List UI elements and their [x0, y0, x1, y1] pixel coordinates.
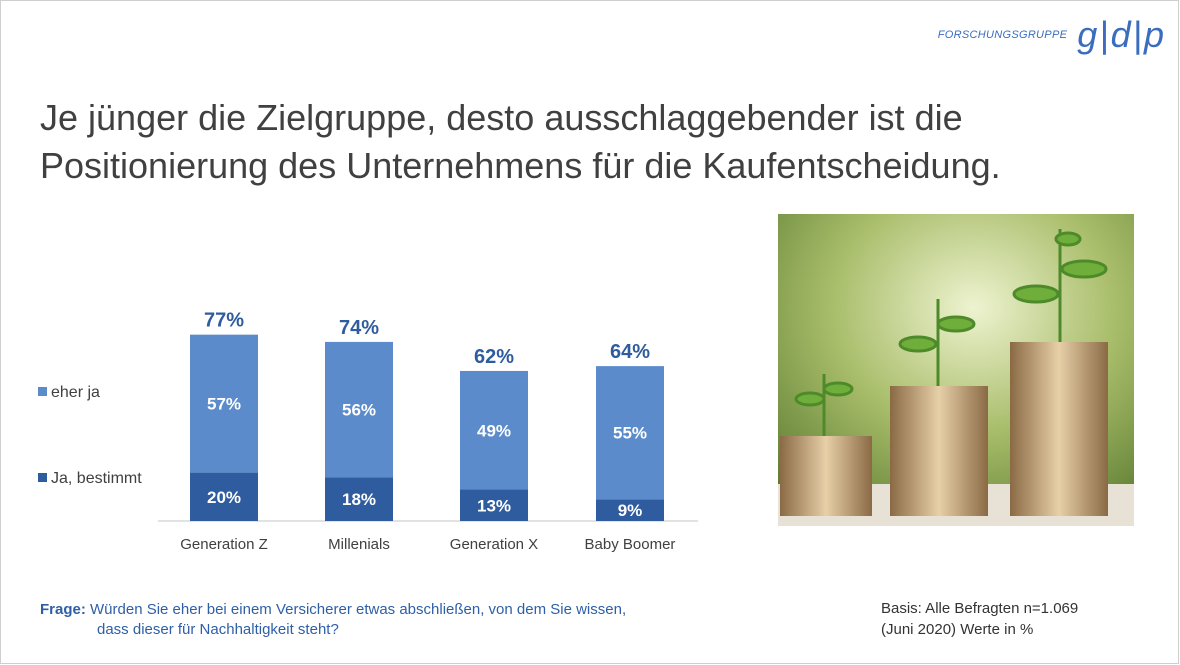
segment-label: 20% [207, 488, 241, 507]
gdp-logo: FORSCHUNGSGRUPPE g|d|p [938, 14, 1166, 56]
coins-plants-photo [778, 214, 1134, 526]
basis-note: Basis: Alle Befragten n=1.069 (Juni 2020… [881, 598, 1078, 640]
logo-mark: g|d|p [1077, 14, 1166, 55]
bar-segment-ja-bestimmt [596, 499, 664, 521]
legend-label: eher ja [51, 384, 100, 401]
question-line-1: Würden Sie eher bei einem Versicherer et… [90, 601, 627, 618]
bar-segment-ja-bestimmt [460, 489, 528, 521]
bar-segment-eher-ja [190, 334, 258, 473]
segment-label: 13% [477, 496, 511, 515]
bar-segment-ja-bestimmt [190, 472, 258, 521]
segment-label: 55% [613, 424, 647, 443]
bar-segment-ja-bestimmt [325, 477, 393, 521]
legend-swatch [38, 473, 47, 482]
stacked-bar-chart: 20% 57% 77% Generation Z 18% 56% 74% Millenials… [38, 310, 698, 553]
question-line-2: dass dieser für Nachhaltigkeit steht? [97, 621, 339, 638]
category-label: Generation Z [180, 536, 268, 553]
segment-label: 49% [477, 421, 511, 440]
basis-line-1: Basis: Alle Befragten n=1.069 [881, 600, 1079, 617]
title-line-1: Je jünger die Zielgruppe, desto ausschla… [40, 97, 963, 138]
legend-swatch [38, 387, 47, 396]
bar-segment-eher-ja [325, 341, 393, 478]
basis-line-2: (Juni 2020) Werte in % [881, 621, 1034, 638]
slide-title: Je jünger die Zielgruppe, desto ausschla… [40, 94, 1140, 190]
bar-segment-eher-ja [460, 370, 528, 490]
category-label: Generation X [450, 536, 538, 553]
segment-label: 9% [618, 501, 643, 520]
question-label: Frage: [40, 601, 86, 618]
title-line-2: Positionierung des Unternehmens für die … [40, 145, 1001, 186]
segment-label: 56% [342, 401, 376, 420]
category-label: Millenials [328, 536, 390, 553]
bar-segment-eher-ja [596, 366, 664, 500]
question-text: Frage: Würden Sie eher bei einem Versich… [40, 600, 626, 640]
total-label: 74% [339, 317, 379, 339]
category-label: Baby Boomer [585, 536, 676, 553]
legend-label: Ja, bestimmt [51, 470, 142, 487]
total-label: 64% [610, 341, 650, 363]
total-label: 77% [204, 310, 244, 332]
segment-label: 18% [342, 490, 376, 509]
logo-text: FORSCHUNGSGRUPPE [937, 29, 1068, 41]
segment-label: 57% [207, 395, 241, 414]
total-label: 62% [474, 346, 514, 368]
